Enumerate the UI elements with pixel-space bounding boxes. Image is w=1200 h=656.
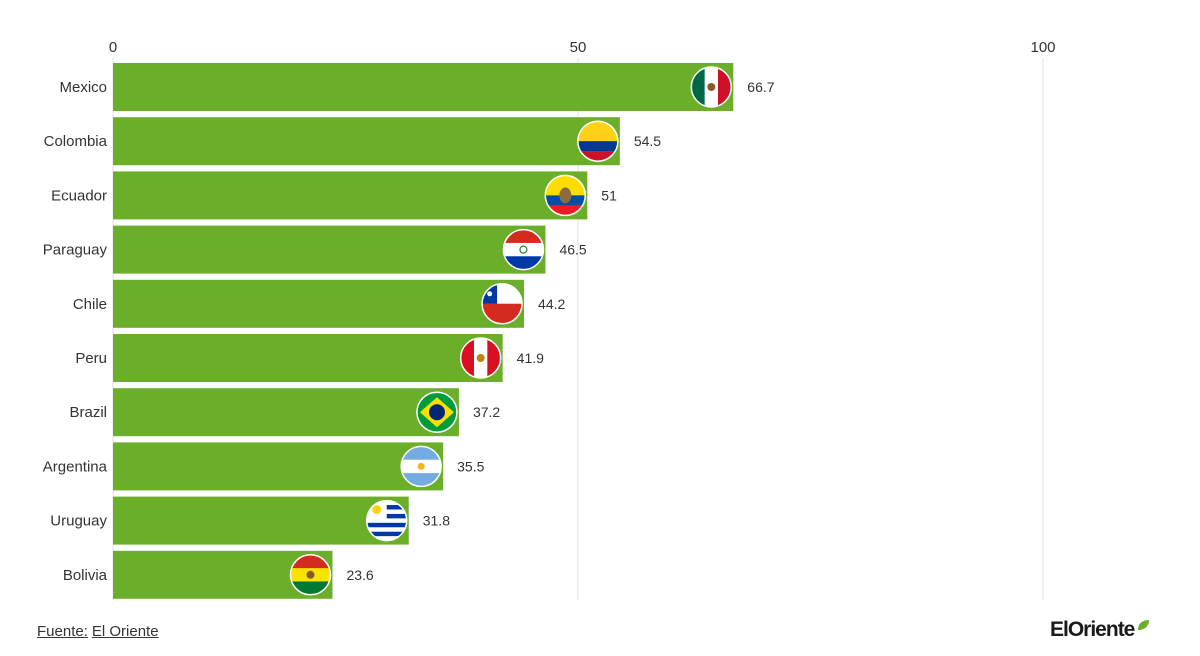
source-prefix: Fuente: (37, 623, 88, 640)
bar (113, 442, 444, 491)
el-oriente-logo: ElOriente (1050, 618, 1135, 641)
category-label: Argentina (43, 458, 108, 475)
bar-chart: 0 50 100 Mexico 66.7 Colombia 54.5 Ecuador 51 Pa… (43, 39, 1056, 600)
bar (113, 63, 734, 111)
leaf-icon (1138, 620, 1149, 630)
value-label: 37.2 (473, 404, 500, 420)
category-label: Bolivia (63, 567, 108, 584)
chile-flag-icon (482, 283, 523, 324)
x-axis-ticks: 0 50 100 (109, 39, 1056, 56)
bar (113, 496, 409, 545)
value-label: 44.2 (538, 296, 565, 312)
colombia-flag-icon (577, 121, 618, 162)
ecuador-flag-icon (545, 175, 586, 216)
category-label: Paraguay (43, 242, 108, 259)
peru-flag-icon (460, 338, 501, 378)
uruguay-flag-icon (366, 500, 407, 541)
bar (113, 334, 503, 382)
category-label: Uruguay (50, 513, 107, 530)
bar (113, 171, 588, 220)
bar (113, 225, 546, 274)
value-label: 66.7 (747, 79, 774, 95)
value-label: 46.5 (559, 242, 586, 258)
value-label: 51 (601, 187, 617, 203)
value-label: 35.5 (457, 458, 484, 474)
x-tick-label: 100 (1030, 39, 1055, 56)
bar (113, 388, 459, 437)
value-label: 41.9 (517, 350, 544, 366)
value-label: 31.8 (423, 513, 450, 529)
value-label: 54.5 (634, 133, 661, 149)
category-label: Brazil (69, 404, 107, 421)
category-label: Peru (75, 350, 107, 367)
brazil-flag-icon (416, 392, 457, 433)
category-label: Mexico (59, 79, 107, 96)
bar (113, 279, 525, 328)
source-link[interactable]: Fuente: El Oriente (37, 623, 159, 640)
bar (113, 117, 620, 166)
source-name: El Oriente (91, 623, 159, 640)
value-label: 23.6 (346, 567, 373, 583)
bars: Mexico 66.7 Colombia 54.5 Ecuador 51 Paraguay 4… (43, 63, 775, 599)
category-label: Ecuador (51, 187, 107, 204)
category-label: Colombia (44, 133, 108, 150)
x-tick-label: 50 (570, 39, 587, 56)
category-label: Chile (73, 296, 107, 313)
x-tick-label: 0 (109, 39, 117, 56)
